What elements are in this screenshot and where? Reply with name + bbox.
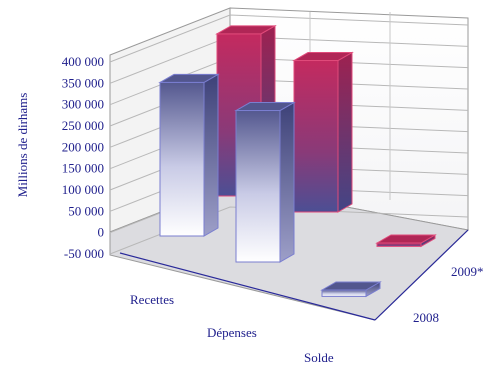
bar-2009-dépenses: [292, 51, 354, 213]
y-tick-label: 0: [98, 225, 105, 240]
category-label-recettes: Recettes: [130, 292, 174, 307]
y-tick-label: 350 000: [62, 75, 104, 90]
y-tick-label: 100 000: [62, 182, 104, 197]
y-tick-label: 150 000: [62, 161, 104, 176]
series-label-2009: 2009*: [451, 264, 484, 279]
series-label-2008: 2008: [413, 310, 439, 325]
series-axis-line: [374, 229, 469, 321]
y-gridline: [109, 14, 469, 63]
y-tick-label: 50 000: [68, 203, 104, 218]
bar-2009-solde: [375, 234, 437, 248]
y-tick-label: 200 000: [62, 139, 104, 154]
bar-2008-solde: [320, 281, 382, 298]
y-tick-label: -50 000: [64, 246, 104, 261]
category-axis-line: [119, 252, 376, 321]
category-label-depenses: Dépenses: [207, 325, 257, 340]
y-axis-title: Millions de dirhams: [15, 93, 30, 198]
category-label-solde: Solde: [304, 350, 334, 365]
y-tick-label: 400 000: [62, 54, 104, 69]
bar-2008-recettes: [158, 73, 220, 237]
y-tick-label: 300 000: [62, 97, 104, 112]
bar-2008-dépenses: [234, 101, 296, 263]
y-tick-label: 250 000: [62, 118, 104, 133]
y-axis-labels: 400 000 350 000 300 000 250 000 200 000 150 0…: [62, 54, 104, 261]
y-gridline: [109, 206, 469, 255]
bars: [158, 25, 437, 298]
